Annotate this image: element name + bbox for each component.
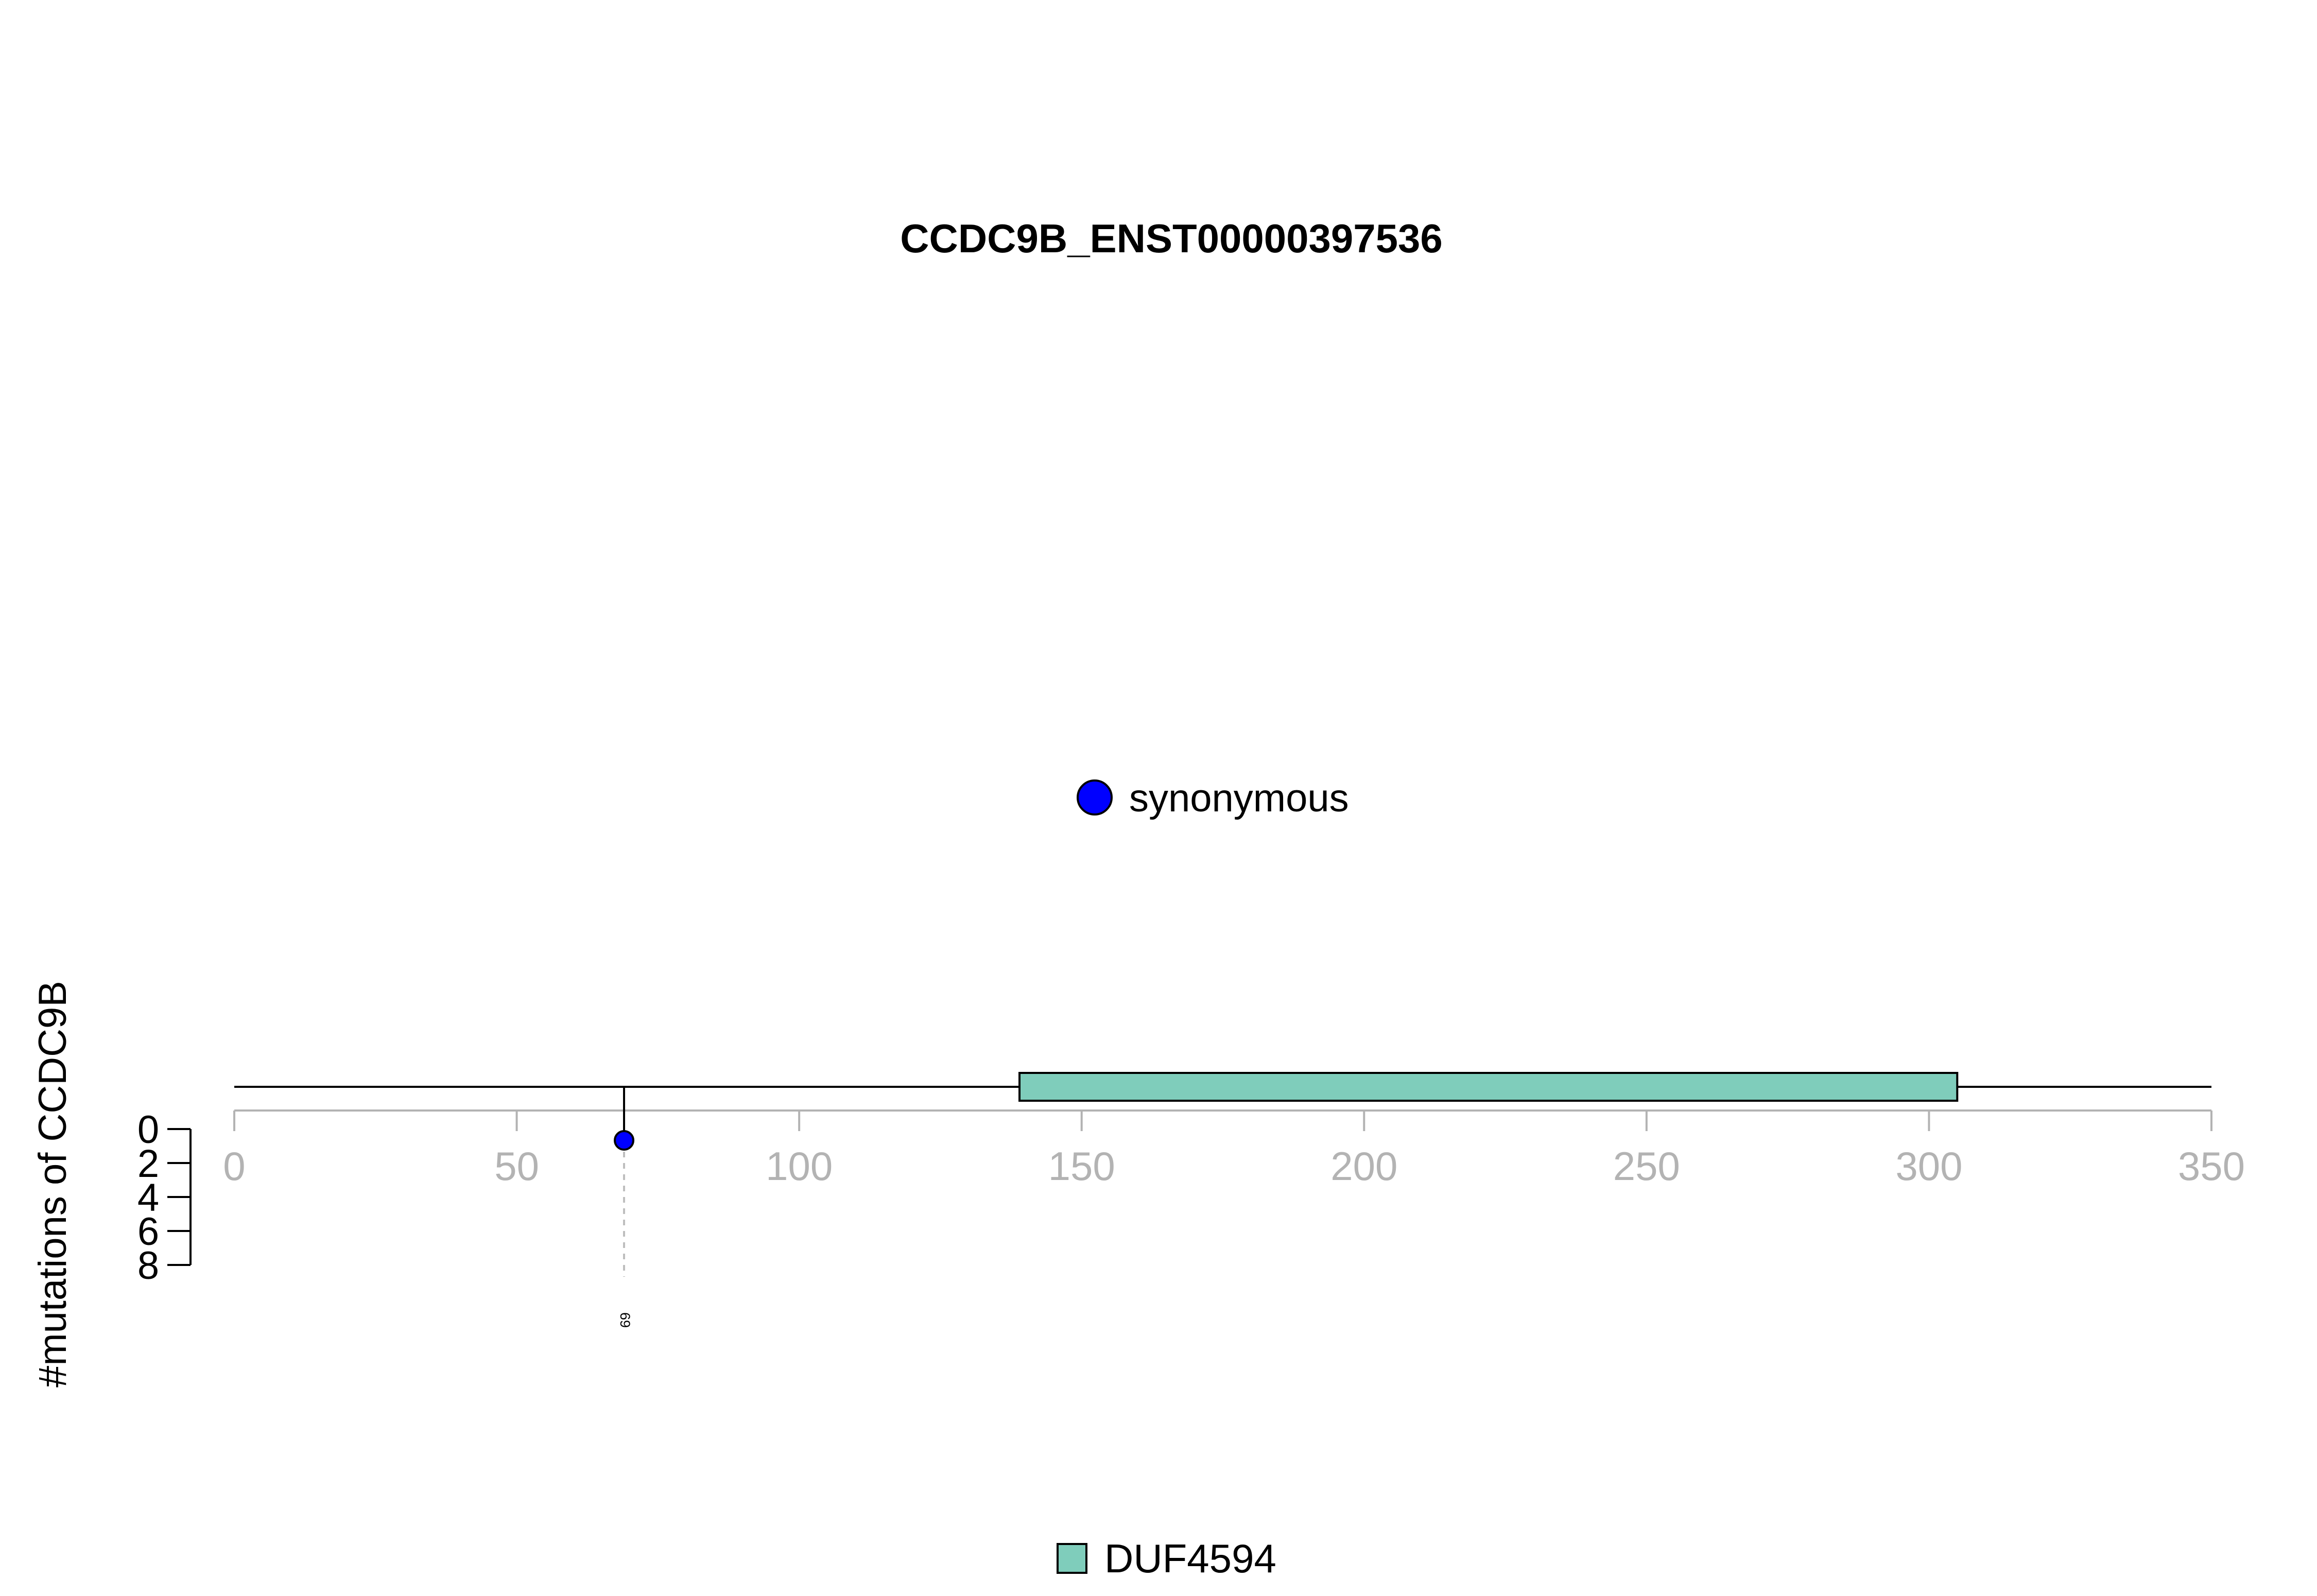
legend-label-DUF4594: DUF4594 [1104,1536,1276,1581]
x-tick-label-50: 50 [494,1143,539,1189]
x-axis: 0 50 100 150 200 250 300 350 [223,1109,2245,1189]
mutation-legend: synonymous [1077,776,1349,820]
y-axis-label: #mutations of CCDC9B [31,981,75,1387]
x-tick-label-200: 200 [1330,1143,1397,1189]
y-tick-label-4: 4 [137,1176,159,1220]
legend-swatch-DUF4594 [1057,1543,1087,1574]
x-tick-label-0: 0 [223,1143,245,1189]
x-tick-label-250: 250 [1613,1143,1680,1189]
y-tick-label-6: 6 [137,1210,159,1254]
legend-marker-synonymous [1077,779,1113,816]
x-tick-label-300: 300 [1895,1143,1962,1189]
domain-legend: DUF4594 [1057,1536,1276,1581]
x-tick-label-350: 350 [2178,1143,2245,1189]
x-tick-label-100: 100 [766,1143,833,1189]
domain-layer [1018,1072,1959,1102]
mutation-label-69: 69 [617,1312,633,1328]
x-tick-label-150: 150 [1048,1143,1115,1189]
legend-label-synonymous: synonymous [1129,776,1349,820]
mutation-point-69 [614,1130,635,1151]
y-tick-label-2: 2 [137,1142,159,1186]
y-tick-label-8: 8 [137,1244,159,1288]
chart-title: CCDC9B_ENST00000397536 [900,216,1443,261]
y-tick-label-0: 0 [137,1108,159,1152]
mutation-layer: 69 [614,1087,635,1328]
domain-DUF4594 [1018,1072,1959,1102]
